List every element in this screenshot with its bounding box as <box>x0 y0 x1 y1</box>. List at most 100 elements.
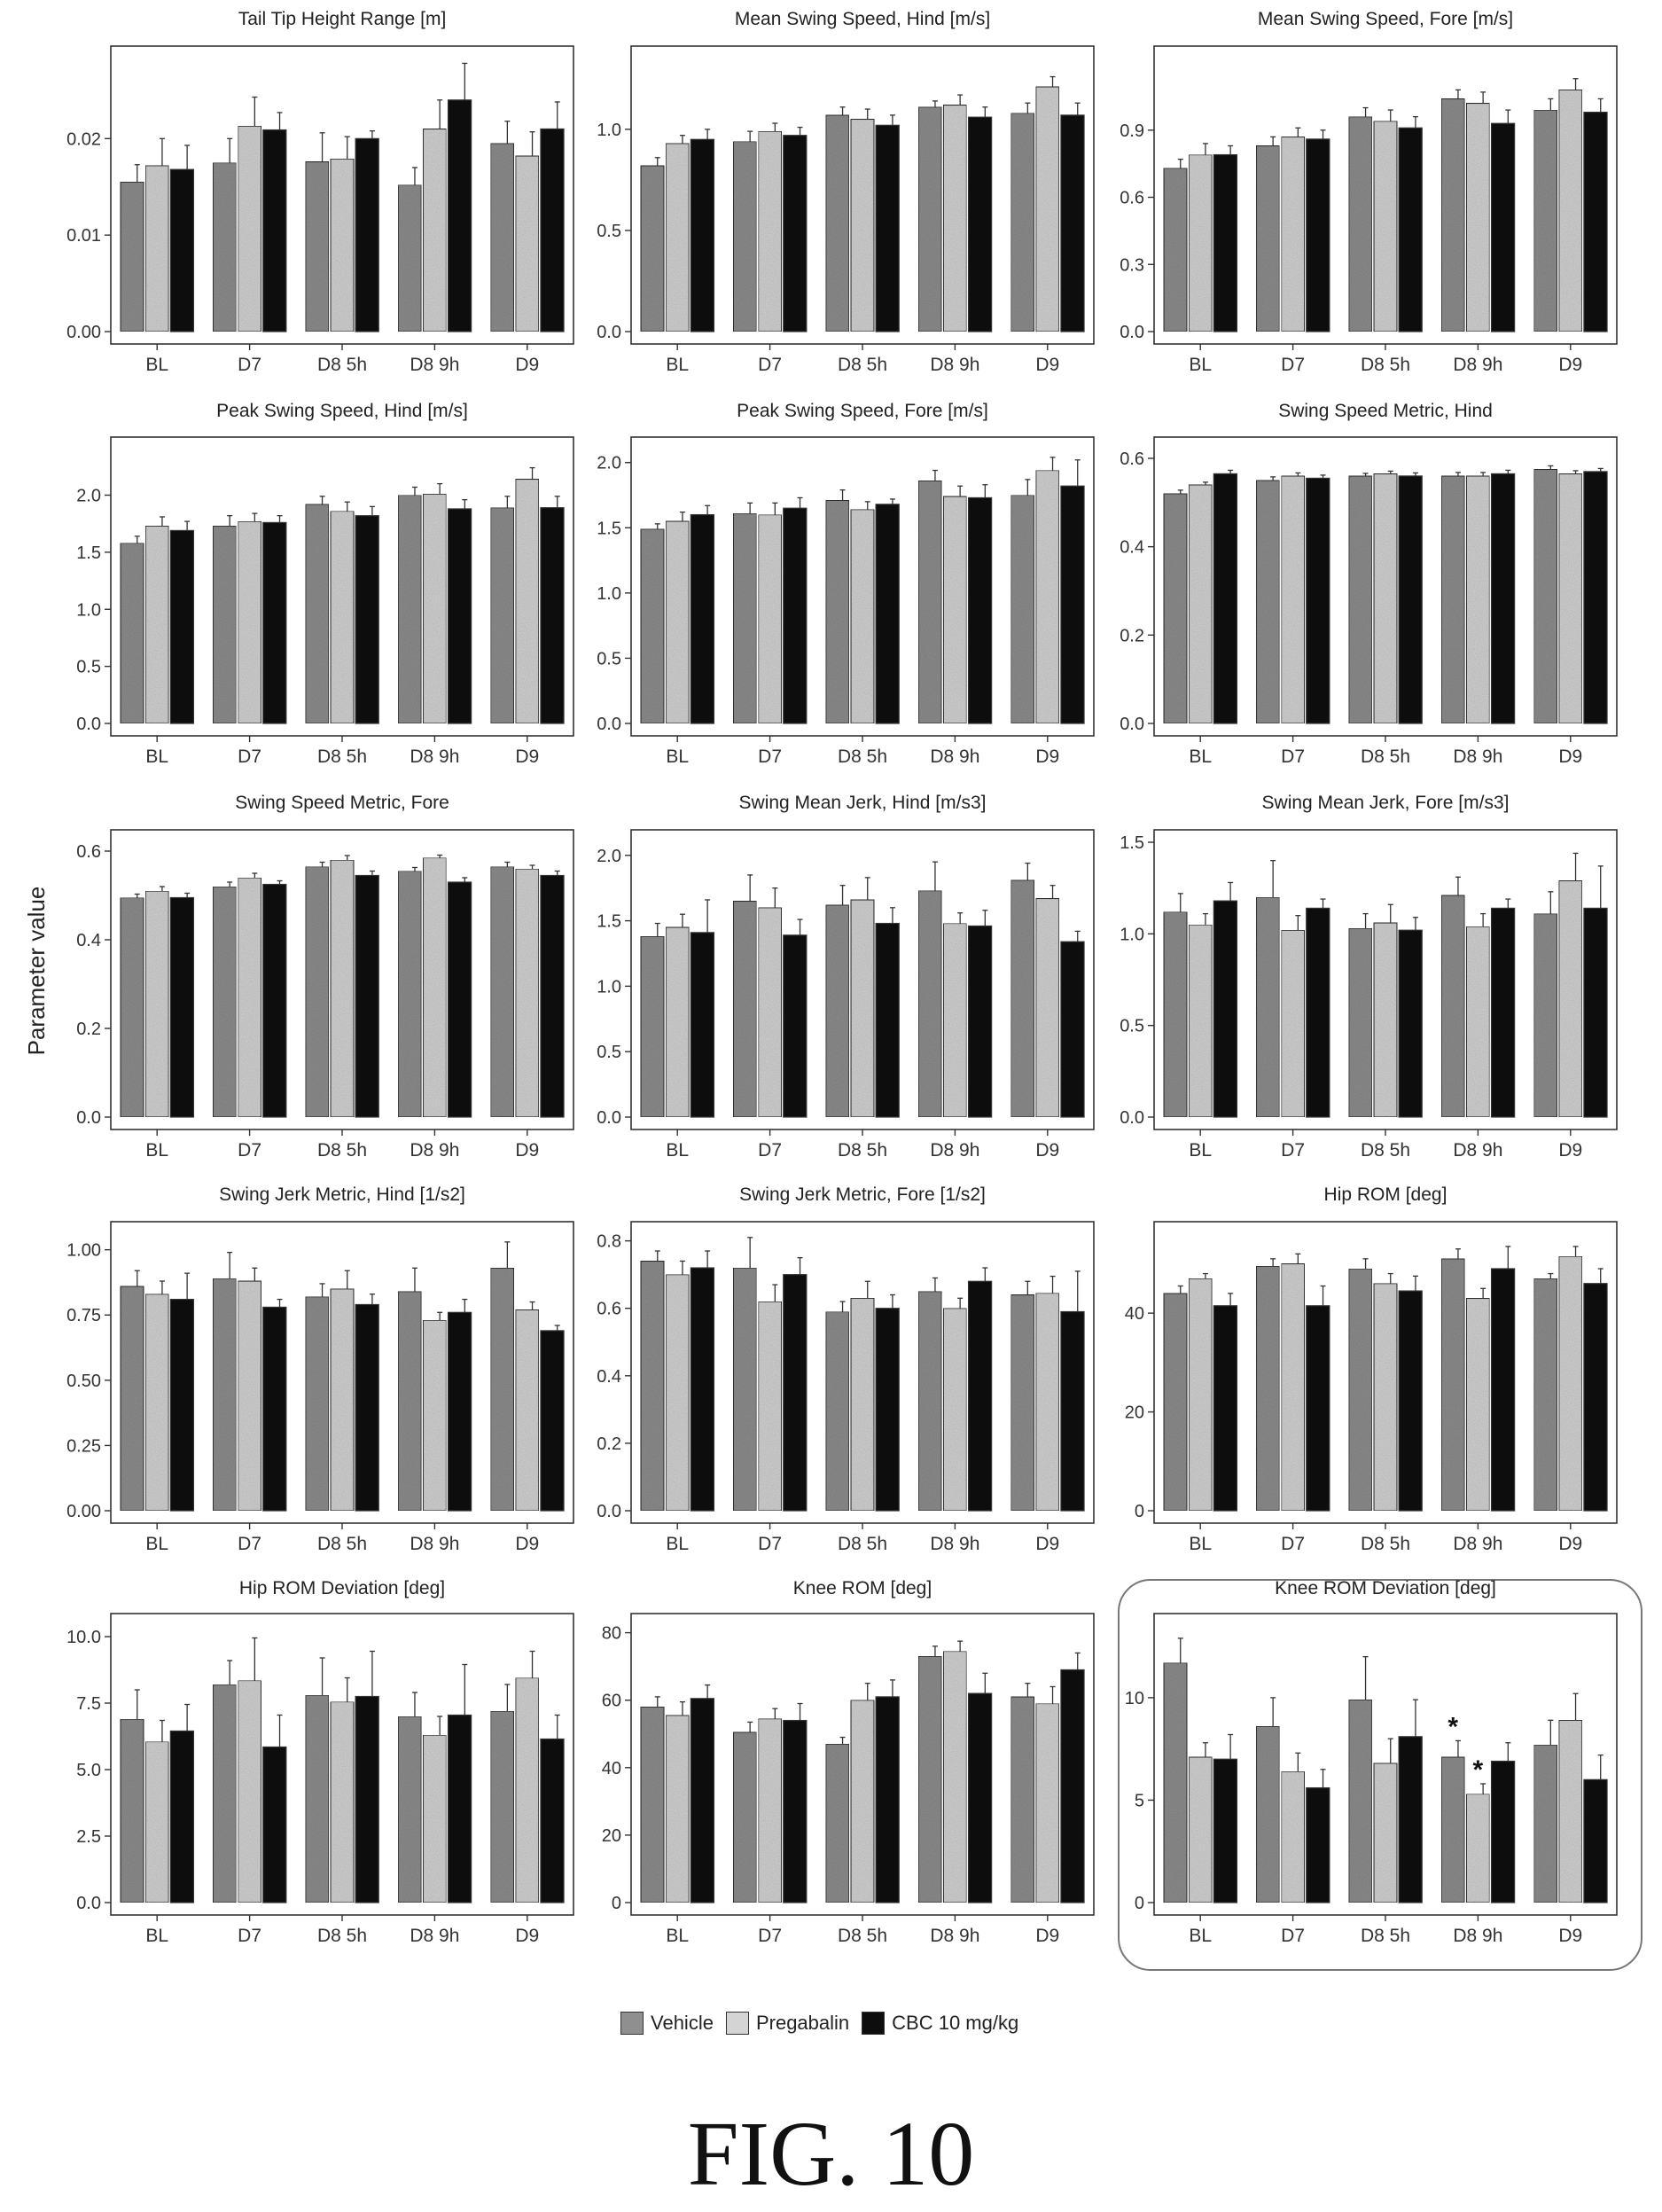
bar-pregabalin-d9 <box>1558 89 1583 332</box>
y-tick-label: 0 <box>1135 1502 1144 1521</box>
legend: Vehicle Pregabalin CBC 10 mg/kg <box>620 2005 1018 2041</box>
bar-vehicle-d8-9h <box>917 480 942 724</box>
bar-cbc-10-mg-kg-d9 <box>1583 471 1608 724</box>
x-tick-label: D7 <box>1281 355 1305 375</box>
x-tick-label: D7 <box>1281 1926 1305 1946</box>
y-tick-label: 0.5 <box>76 658 101 677</box>
bar-vehicle-bl <box>640 528 665 724</box>
y-tick-label: 0.0 <box>76 1108 101 1128</box>
bar-cbc-10-mg-kg-d9 <box>1583 1778 1608 1903</box>
panel-hip-rom-deviation-deg: Hip ROM Deviation [deg] 0.0 2.5 5.0 7.5 10.0 B… <box>66 1578 574 1946</box>
y-tick-label: 1.5 <box>1120 833 1144 853</box>
bar-cbc-10-mg-kg-d7 <box>262 1746 287 1903</box>
panel-title: Hip ROM [deg] <box>1324 1184 1447 1205</box>
x-tick-label: D8 5h <box>317 746 367 767</box>
bar-pregabalin-d8-9h <box>1465 926 1491 1118</box>
bar-cbc-10-mg-kg-d8-9h <box>1490 122 1516 332</box>
x-tick-label: BL <box>666 746 689 767</box>
bar-vehicle-d9 <box>1533 109 1558 332</box>
x-tick-label: D7 <box>758 1140 782 1161</box>
bar-cbc-10-mg-kg-bl <box>1213 153 1238 332</box>
bar-pregabalin-bl <box>665 1715 690 1903</box>
bar-pregabalin-d7 <box>237 877 262 1118</box>
bar-cbc-10-mg-kg-d8-9h <box>447 1311 472 1512</box>
bar-pregabalin-d8-9h <box>942 496 968 724</box>
bar-vehicle-d8-9h <box>1440 98 1465 332</box>
bar-cbc-10-mg-kg-d7 <box>262 521 287 724</box>
x-tick-label: D8 5h <box>838 1140 887 1161</box>
bar-cbc-10-mg-kg-bl <box>1213 1758 1238 1903</box>
panel-swing-mean-jerk-fore-m-s3: Swing Mean Jerk, Fore [m/s3] 0.0 0.5 1.0 1.5… <box>1120 793 1618 1161</box>
y-axis-label-wrap: Parameter value <box>18 887 53 1056</box>
bar-cbc-10-mg-kg-bl <box>169 1730 195 1903</box>
y-tick-label: 0.0 <box>597 715 621 734</box>
panel-title: Swing Jerk Metric, Hind [1/s2] <box>219 1184 465 1205</box>
y-tick-label: 0.5 <box>597 1043 621 1062</box>
bar-pregabalin-d8-5h <box>1373 473 1398 724</box>
bar-pregabalin-bl <box>1188 924 1213 1118</box>
bar-vehicle-d9 <box>1533 912 1558 1118</box>
y-tick-label: 1.0 <box>597 584 621 604</box>
bar-vehicle-d8-5h <box>1348 116 1373 332</box>
bar-pregabalin-d8-5h <box>1373 922 1398 1118</box>
bar-pregabalin-bl <box>665 926 690 1118</box>
x-tick-label: D8 9h <box>930 1926 979 1946</box>
x-tick-label: D8 5h <box>838 355 887 375</box>
bar-vehicle-d9 <box>1533 468 1558 724</box>
x-tick-label: D7 <box>238 1534 261 1554</box>
bar-vehicle-d8-9h <box>917 1291 942 1512</box>
x-tick-label: BL <box>145 1534 168 1554</box>
x-tick-label: D8 5h <box>1361 1534 1410 1554</box>
panel-title: Peak Swing Speed, Fore [m/s] <box>737 401 988 421</box>
bar-pregabalin-d8-9h <box>1465 1297 1491 1512</box>
y-tick-label: 0.02 <box>66 129 101 149</box>
bar-pregabalin-d7 <box>237 1280 262 1512</box>
bar-pregabalin-d8-5h <box>330 510 355 724</box>
bar-cbc-10-mg-kg-bl <box>169 529 195 724</box>
y-tick-label: 1.5 <box>597 519 621 538</box>
x-tick-label: D9 <box>1035 1926 1059 1946</box>
bar-vehicle-bl <box>1163 1661 1188 1903</box>
bar-cbc-10-mg-kg-bl <box>169 1298 195 1512</box>
bar-pregabalin-bl <box>144 1740 169 1903</box>
bar-vehicle-d8-5h <box>305 1296 330 1512</box>
x-tick-label: D8 5h <box>317 1926 367 1946</box>
bar-pregabalin-bl <box>1188 484 1213 724</box>
bar-vehicle-d8-5h <box>1348 475 1373 724</box>
bar-pregabalin-d8-5h <box>850 118 875 332</box>
legend-swatch-vehicle <box>620 2012 644 2035</box>
bar-vehicle-d8-9h <box>917 106 942 332</box>
bar-vehicle-d7 <box>212 886 238 1118</box>
panel-title: Mean Swing Speed, Hind [m/s] <box>735 9 990 29</box>
x-tick-label: D8 5h <box>838 746 887 767</box>
bar-pregabalin-d7 <box>757 130 783 332</box>
bar-pregabalin-d7 <box>1280 929 1306 1118</box>
bar-pregabalin-d7 <box>757 1301 783 1512</box>
x-tick-label: BL <box>1189 355 1212 375</box>
bar-pregabalin-d8-5h <box>850 1700 875 1903</box>
bar-vehicle-bl <box>640 935 665 1118</box>
bar-pregabalin-d9 <box>1558 473 1583 724</box>
y-tick-label: 0.4 <box>76 931 101 950</box>
y-tick-label: 10 <box>1125 1689 1144 1708</box>
bar-pregabalin-d8-5h <box>330 1700 355 1903</box>
y-tick-label: 0.0 <box>1120 323 1144 342</box>
legend-label-vehicle: Vehicle <box>651 2012 714 2034</box>
legend-item-pregabalin: Pregabalin <box>725 2012 849 2035</box>
bar-pregabalin-d9 <box>515 1309 540 1512</box>
y-tick-label: 1.5 <box>76 543 101 563</box>
x-tick-label: BL <box>666 1926 689 1946</box>
y-tick-label: 0.6 <box>1120 189 1144 208</box>
bar-vehicle-bl <box>640 1706 665 1903</box>
bar-vehicle-d7 <box>212 161 238 332</box>
x-tick-label: D9 <box>1035 1140 1059 1161</box>
x-tick-label: D7 <box>758 746 782 767</box>
x-tick-label: D9 <box>1035 1534 1059 1554</box>
bar-pregabalin-d8-5h <box>850 899 875 1118</box>
bar-pregabalin-d9 <box>1035 897 1060 1118</box>
y-tick-label: 1.0 <box>76 600 101 620</box>
bar-vehicle-d9 <box>1010 112 1035 332</box>
x-tick-label: D8 5h <box>1361 746 1410 767</box>
bar-vehicle-bl <box>120 542 144 724</box>
bar-pregabalin-d8-5h <box>1373 121 1398 332</box>
